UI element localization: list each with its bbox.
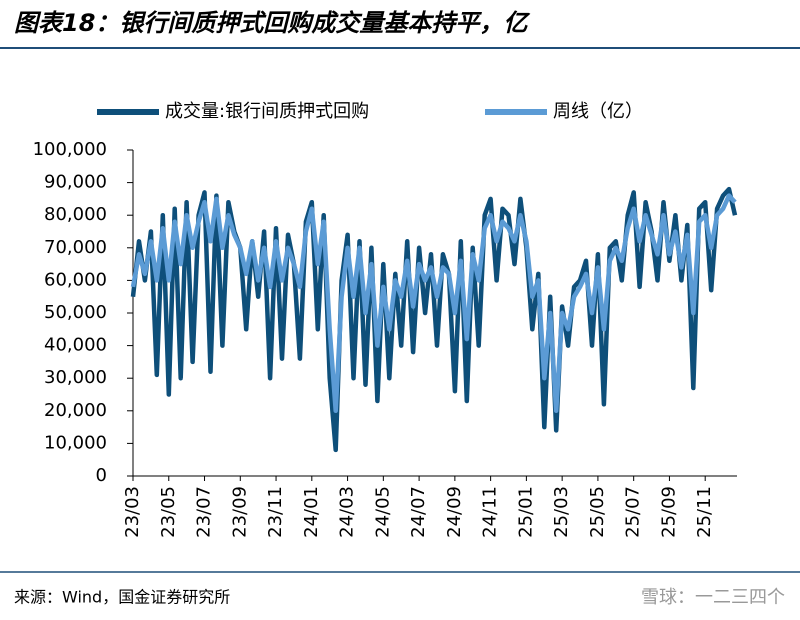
x-tick-label: 23/09 [229, 486, 250, 538]
y-tick-label: 80,000 [44, 204, 107, 225]
x-tick-label: 23/07 [194, 486, 215, 538]
x-tick-label: 24/03 [337, 486, 358, 538]
y-tick-label: 30,000 [44, 367, 107, 388]
x-tick-label: 25/09 [658, 486, 679, 538]
x-tick-label: 24/01 [301, 486, 322, 538]
source: 来源：Wind，国金证券研究所 [14, 588, 230, 607]
x-tick-label: 25/03 [551, 486, 572, 538]
y-tick-label: 0 [96, 465, 107, 486]
legend-label: 周线（亿） [553, 101, 643, 122]
watermark: 雪球：一二三四个 [641, 587, 785, 608]
y-tick-label: 90,000 [44, 172, 107, 193]
y-tick-label: 70,000 [44, 237, 107, 258]
x-tick-label: 23/05 [158, 486, 179, 538]
x-tick-label: 23/03 [122, 486, 143, 538]
y-tick-label: 100,000 [33, 139, 107, 160]
y-tick-label: 20,000 [44, 400, 107, 421]
x-tick-label: 25/05 [587, 486, 608, 538]
series-line [130, 193, 737, 414]
legend-label: 成交量:银行间质押式回购 [165, 101, 369, 122]
x-tick-label: 25/01 [515, 486, 536, 538]
x-tick-label: 24/09 [444, 486, 465, 538]
y-tick-label: 50,000 [44, 302, 107, 323]
x-tick-label: 23/11 [265, 486, 286, 538]
x-tick-label: 25/11 [694, 486, 715, 538]
chart-title: 图表18：银行间质押式回购成交量基本持平，亿 [14, 9, 530, 37]
x-tick-label: 24/11 [480, 486, 501, 538]
x-tick-label: 24/07 [408, 486, 429, 538]
x-tick-label: 24/05 [372, 486, 393, 538]
y-tick-label: 60,000 [44, 269, 107, 290]
y-tick-label: 40,000 [44, 335, 107, 356]
y-tick-label: 10,000 [44, 432, 107, 453]
x-tick-label: 25/07 [623, 486, 644, 538]
